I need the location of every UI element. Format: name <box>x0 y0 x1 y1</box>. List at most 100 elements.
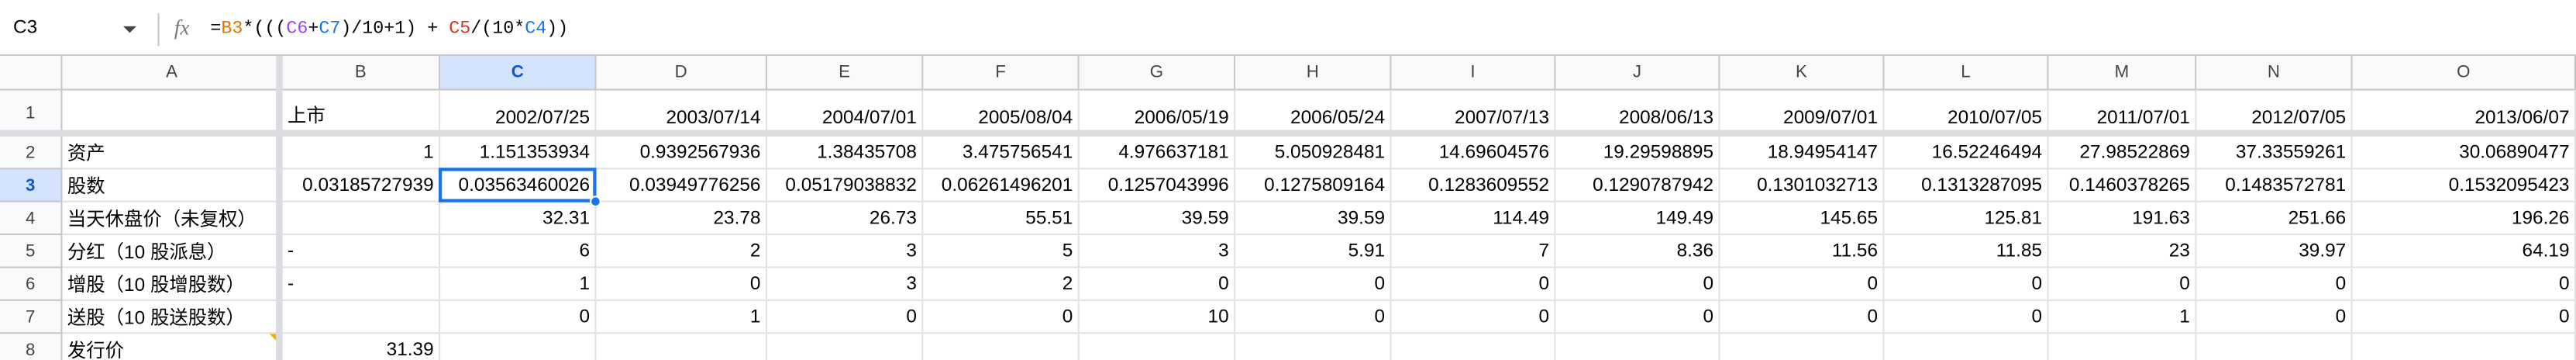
cell[interactable] <box>767 334 924 360</box>
cell[interactable]: 64.19 <box>2352 235 2576 268</box>
cell[interactable] <box>1885 334 2049 360</box>
cell[interactable]: 55.51 <box>923 202 1080 236</box>
column-header[interactable]: A <box>62 56 283 91</box>
column-header[interactable]: B <box>282 56 441 91</box>
cell[interactable]: 7 <box>1391 235 1556 268</box>
cell[interactable] <box>2196 334 2353 360</box>
cell[interactable]: 资产 <box>62 136 283 170</box>
cell[interactable]: 0.1257043996 <box>1079 169 1236 202</box>
cell[interactable]: 0 <box>1720 268 1885 301</box>
cell[interactable]: 196.26 <box>2352 202 2576 236</box>
cell[interactable]: 发行价 <box>63 334 283 360</box>
cell[interactable]: 2 <box>596 235 767 268</box>
cell[interactable] <box>2049 334 2197 360</box>
cell[interactable]: 14.69604576 <box>1391 136 1556 170</box>
column-header[interactable]: I <box>1391 56 1556 91</box>
column-header[interactable]: G <box>1079 56 1236 91</box>
column-header[interactable]: J <box>1555 56 1720 91</box>
cell[interactable]: 125.81 <box>1884 202 2049 236</box>
cell[interactable]: 0 <box>1720 300 1885 334</box>
cell[interactable]: 0 <box>440 300 597 334</box>
cell[interactable] <box>1392 334 1556 360</box>
column-header[interactable]: O <box>2352 56 2576 91</box>
cell[interactable]: - <box>282 235 441 268</box>
cell[interactable] <box>2353 334 2576 360</box>
cell[interactable]: 0 <box>1079 268 1236 301</box>
cell[interactable]: 0 <box>923 300 1080 334</box>
cell[interactable]: 3 <box>766 235 924 268</box>
cell[interactable]: 39.59 <box>1235 202 1392 236</box>
name-box[interactable]: C3 <box>12 18 38 38</box>
cell[interactable] <box>923 334 1080 360</box>
cell[interactable] <box>1080 334 1236 360</box>
cell[interactable]: 26.73 <box>766 202 924 236</box>
fill-handle[interactable] <box>590 196 601 208</box>
cell[interactable]: 23.78 <box>596 202 767 236</box>
cell[interactable]: 0 <box>1391 268 1556 301</box>
cell[interactable]: 1.38435708 <box>766 136 924 170</box>
cell[interactable]: 1 <box>596 300 767 334</box>
cell[interactable]: 39.97 <box>2196 235 2353 268</box>
cell[interactable]: 19.29598895 <box>1555 136 1720 170</box>
cell[interactable]: 149.49 <box>1555 202 1720 236</box>
cell[interactable]: 251.66 <box>2196 202 2353 236</box>
cell[interactable]: 4.976637181 <box>1079 136 1236 170</box>
cell[interactable]: 39.59 <box>1079 202 1236 236</box>
cell[interactable]: 8.36 <box>1555 235 1720 268</box>
cell[interactable]: 27.98522869 <box>2048 136 2197 170</box>
cell[interactable]: 0 <box>766 300 924 334</box>
cell[interactable]: 31.39 <box>283 334 441 360</box>
cell[interactable]: 当天休盘价（未复权） <box>62 202 283 236</box>
cell[interactable]: 0.1483572781 <box>2196 169 2353 202</box>
row-header[interactable]: 7 <box>0 300 63 334</box>
column-header[interactable]: C <box>440 56 597 91</box>
column-header[interactable]: K <box>1720 56 1885 91</box>
column-header[interactable]: D <box>596 56 767 91</box>
cell[interactable]: 分红（10 股派息） <box>62 235 283 268</box>
cell[interactable]: 0 <box>2196 300 2353 334</box>
cell[interactable]: 送股（10 股送股数） <box>62 300 283 334</box>
cell[interactable]: 3 <box>1079 235 1236 268</box>
dropdown-arrow[interactable] <box>122 23 138 36</box>
cell[interactable]: - <box>282 268 441 301</box>
cell[interactable]: 0.1290787942 <box>1555 169 1720 202</box>
cell[interactable]: 0.1283609552 <box>1391 169 1556 202</box>
cell[interactable]: 股数 <box>62 169 283 202</box>
cell[interactable]: 16.52246494 <box>1884 136 2049 170</box>
cell[interactable]: 0.1460378265 <box>2048 169 2197 202</box>
cell[interactable]: 0.03949776256 <box>596 169 767 202</box>
cell[interactable] <box>597 334 767 360</box>
cell[interactable]: 1.151353934 <box>440 136 597 170</box>
cell[interactable]: 0.1313287095 <box>1884 169 2049 202</box>
cell[interactable]: 114.49 <box>1391 202 1556 236</box>
cell[interactable]: 0 <box>1555 300 1720 334</box>
cell[interactable]: 增股（10 股增股数） <box>62 268 283 301</box>
cell[interactable] <box>1720 334 1885 360</box>
cell[interactable]: 0 <box>1391 300 1556 334</box>
cell[interactable]: 0.05179038832 <box>766 169 924 202</box>
cell[interactable] <box>282 202 441 236</box>
cell[interactable]: 0 <box>1884 300 2049 334</box>
row-header[interactable]: 8 <box>0 334 63 360</box>
row-header[interactable]: 2 <box>0 136 63 170</box>
cell[interactable]: 11.56 <box>1720 235 1885 268</box>
cell[interactable]: 0.06261496201 <box>923 169 1080 202</box>
cell[interactable]: 145.65 <box>1720 202 1885 236</box>
cell[interactable]: 23 <box>2048 235 2197 268</box>
cell[interactable]: 6 <box>440 235 597 268</box>
cell[interactable]: 0 <box>2352 268 2576 301</box>
cell[interactable]: 191.63 <box>2048 202 2197 236</box>
cell[interactable]: 1 <box>440 268 597 301</box>
cell[interactable]: 0.1275809164 <box>1235 169 1392 202</box>
cell[interactable]: 0 <box>1555 268 1720 301</box>
cell[interactable]: 5.91 <box>1235 235 1392 268</box>
cell[interactable]: 37.33559261 <box>2196 136 2353 170</box>
cell[interactable] <box>282 300 441 334</box>
formula-text[interactable]: =B3*(((C6+C7)/10+1) + C5/(10*C4)) <box>210 19 568 39</box>
cell[interactable]: 32.31 <box>440 202 597 236</box>
column-header[interactable]: F <box>923 56 1080 91</box>
cell[interactable] <box>1556 334 1720 360</box>
cell[interactable]: 5.050928481 <box>1235 136 1392 170</box>
cell[interactable]: 5 <box>923 235 1080 268</box>
cell[interactable] <box>1235 334 1392 360</box>
